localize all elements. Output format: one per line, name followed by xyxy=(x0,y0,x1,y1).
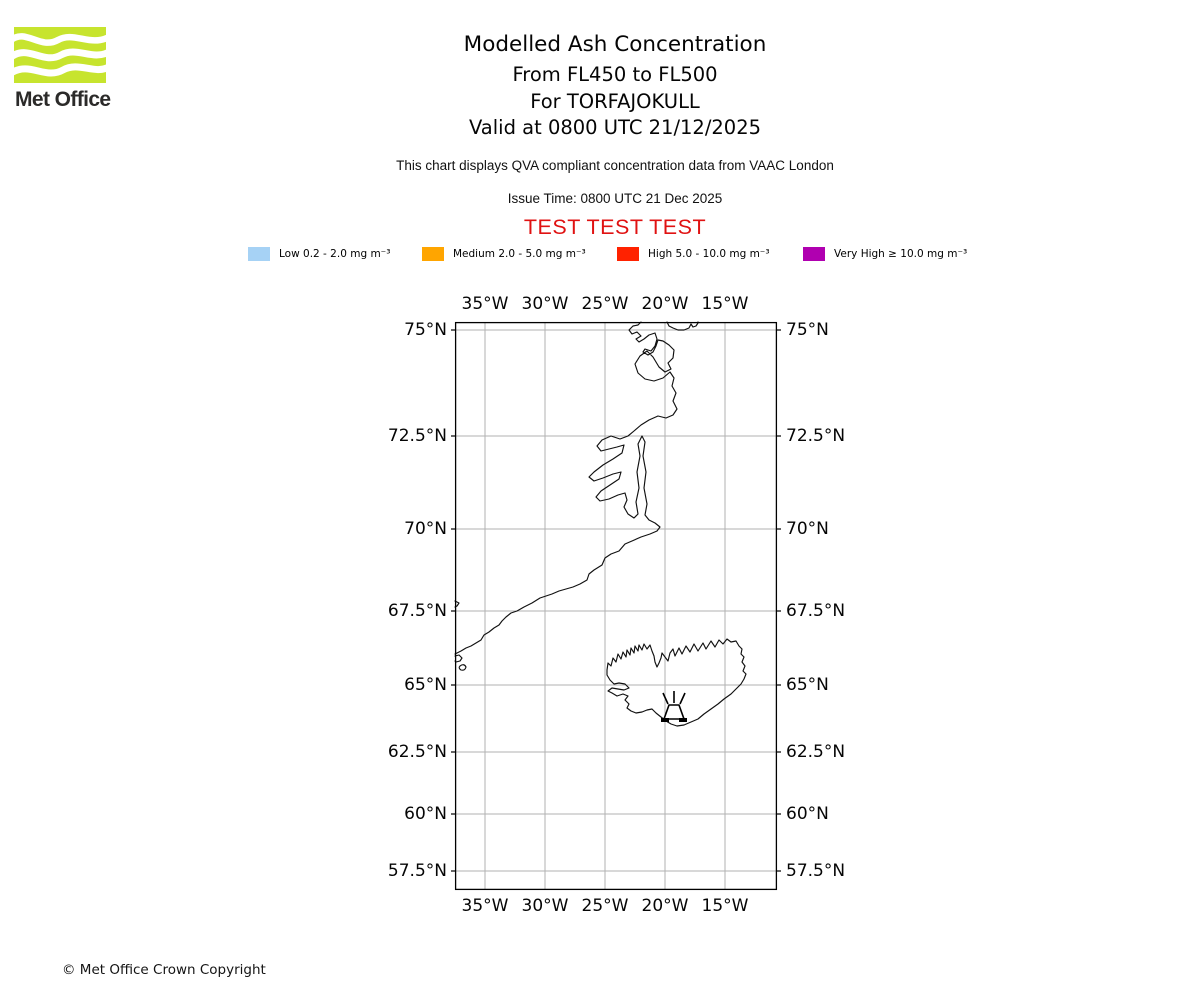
volcano-line: For TORFAJOKULL xyxy=(530,89,700,113)
flight-levels-line: From FL450 to FL500 xyxy=(512,63,718,86)
lon-label-top-35w: 35°W xyxy=(461,294,509,314)
lat-label-right-65n: 65°N xyxy=(786,675,829,695)
compliance-note: This chart displays QVA compliant concen… xyxy=(396,158,834,173)
legend-label-very-high: Very High ≥ 10.0 mg m⁻³ xyxy=(834,247,968,260)
legend-item-medium: Medium 2.0 - 5.0 mg m⁻³ xyxy=(422,246,586,261)
issue-time: Issue Time: 0800 UTC 21 Dec 2025 xyxy=(507,191,723,206)
islet-left-b xyxy=(458,664,467,671)
lat-label-left-60n: 60°N xyxy=(404,804,447,824)
met-office-wordmark: Met Office xyxy=(15,88,111,111)
legend-label-medium: Medium 2.0 - 5.0 mg m⁻³ xyxy=(453,247,586,260)
lat-label-left-67-5n: 67.5°N xyxy=(387,601,447,621)
lon-label-top-25w: 25°W xyxy=(581,294,629,314)
map-area xyxy=(451,321,781,891)
lat-label-left-72-5n: 72.5°N xyxy=(387,426,447,446)
lat-label-left-65n: 65°N xyxy=(404,675,447,695)
page-subtitles: From FL450 to FL500 For TORFAJOKULL Vali… xyxy=(15,62,1200,142)
graticule-gridlines xyxy=(455,322,777,890)
legend-label-low: Low 0.2 - 2.0 mg m⁻³ xyxy=(279,247,391,260)
lon-label-top-15w: 15°W xyxy=(701,294,749,314)
legend-label-high: High 5.0 - 10.0 mg m⁻³ xyxy=(648,247,770,260)
lat-label-right-70n: 70°N xyxy=(786,519,829,539)
lon-label-bottom-15w: 15°W xyxy=(701,896,749,916)
lon-label-top-20w: 20°W xyxy=(641,294,689,314)
lat-label-right-62-5n: 62.5°N xyxy=(786,742,846,762)
coastline-top-island xyxy=(666,321,699,331)
legend-swatch-medium xyxy=(422,246,444,261)
lon-label-top-30w: 30°W xyxy=(521,294,569,314)
legend-swatch-very-high xyxy=(803,246,825,261)
lat-label-left-57-5n: 57.5°N xyxy=(387,861,447,881)
lat-label-right-67-5n: 67.5°N xyxy=(786,601,846,621)
lat-label-right-57-5n: 57.5°N xyxy=(786,861,846,881)
legend-swatch-low xyxy=(248,246,270,261)
valid-time-line: Valid at 0800 UTC 21/12/2025 xyxy=(468,116,762,139)
map-border xyxy=(454,321,778,891)
page-title: Modelled Ash Concentration xyxy=(463,32,767,57)
coastline-greenland xyxy=(454,321,678,655)
copyright-notice: © Met Office Crown Copyright xyxy=(62,962,266,978)
lat-label-right-60n: 60°N xyxy=(786,804,829,824)
legend-swatch-high xyxy=(617,246,639,261)
legend-item-high: High 5.0 - 10.0 mg m⁻³ xyxy=(617,246,770,261)
lon-label-bottom-20w: 20°W xyxy=(641,896,689,916)
lat-label-right-72-5n: 72.5°N xyxy=(786,426,846,446)
met-office-logo-waves xyxy=(8,27,111,83)
volcano-icon xyxy=(661,691,687,722)
met-office-logo xyxy=(8,27,111,87)
lat-label-left-62-5n: 62.5°N xyxy=(387,742,447,762)
lat-label-right-75n: 75°N xyxy=(786,320,829,340)
lat-label-left-75n: 75°N xyxy=(404,320,447,340)
latitude-ticks xyxy=(451,329,781,872)
lon-label-bottom-35w: 35°W xyxy=(461,896,509,916)
test-banner: TEST TEST TEST xyxy=(523,215,707,239)
lat-label-left-70n: 70°N xyxy=(404,519,447,539)
lon-label-bottom-25w: 25°W xyxy=(581,896,629,916)
coastline-iceland xyxy=(606,638,747,727)
lon-label-bottom-30w: 30°W xyxy=(521,896,569,916)
legend-item-low: Low 0.2 - 2.0 mg m⁻³ xyxy=(248,246,390,261)
legend-item-very-high: Very High ≥ 10.0 mg m⁻³ xyxy=(803,246,967,261)
